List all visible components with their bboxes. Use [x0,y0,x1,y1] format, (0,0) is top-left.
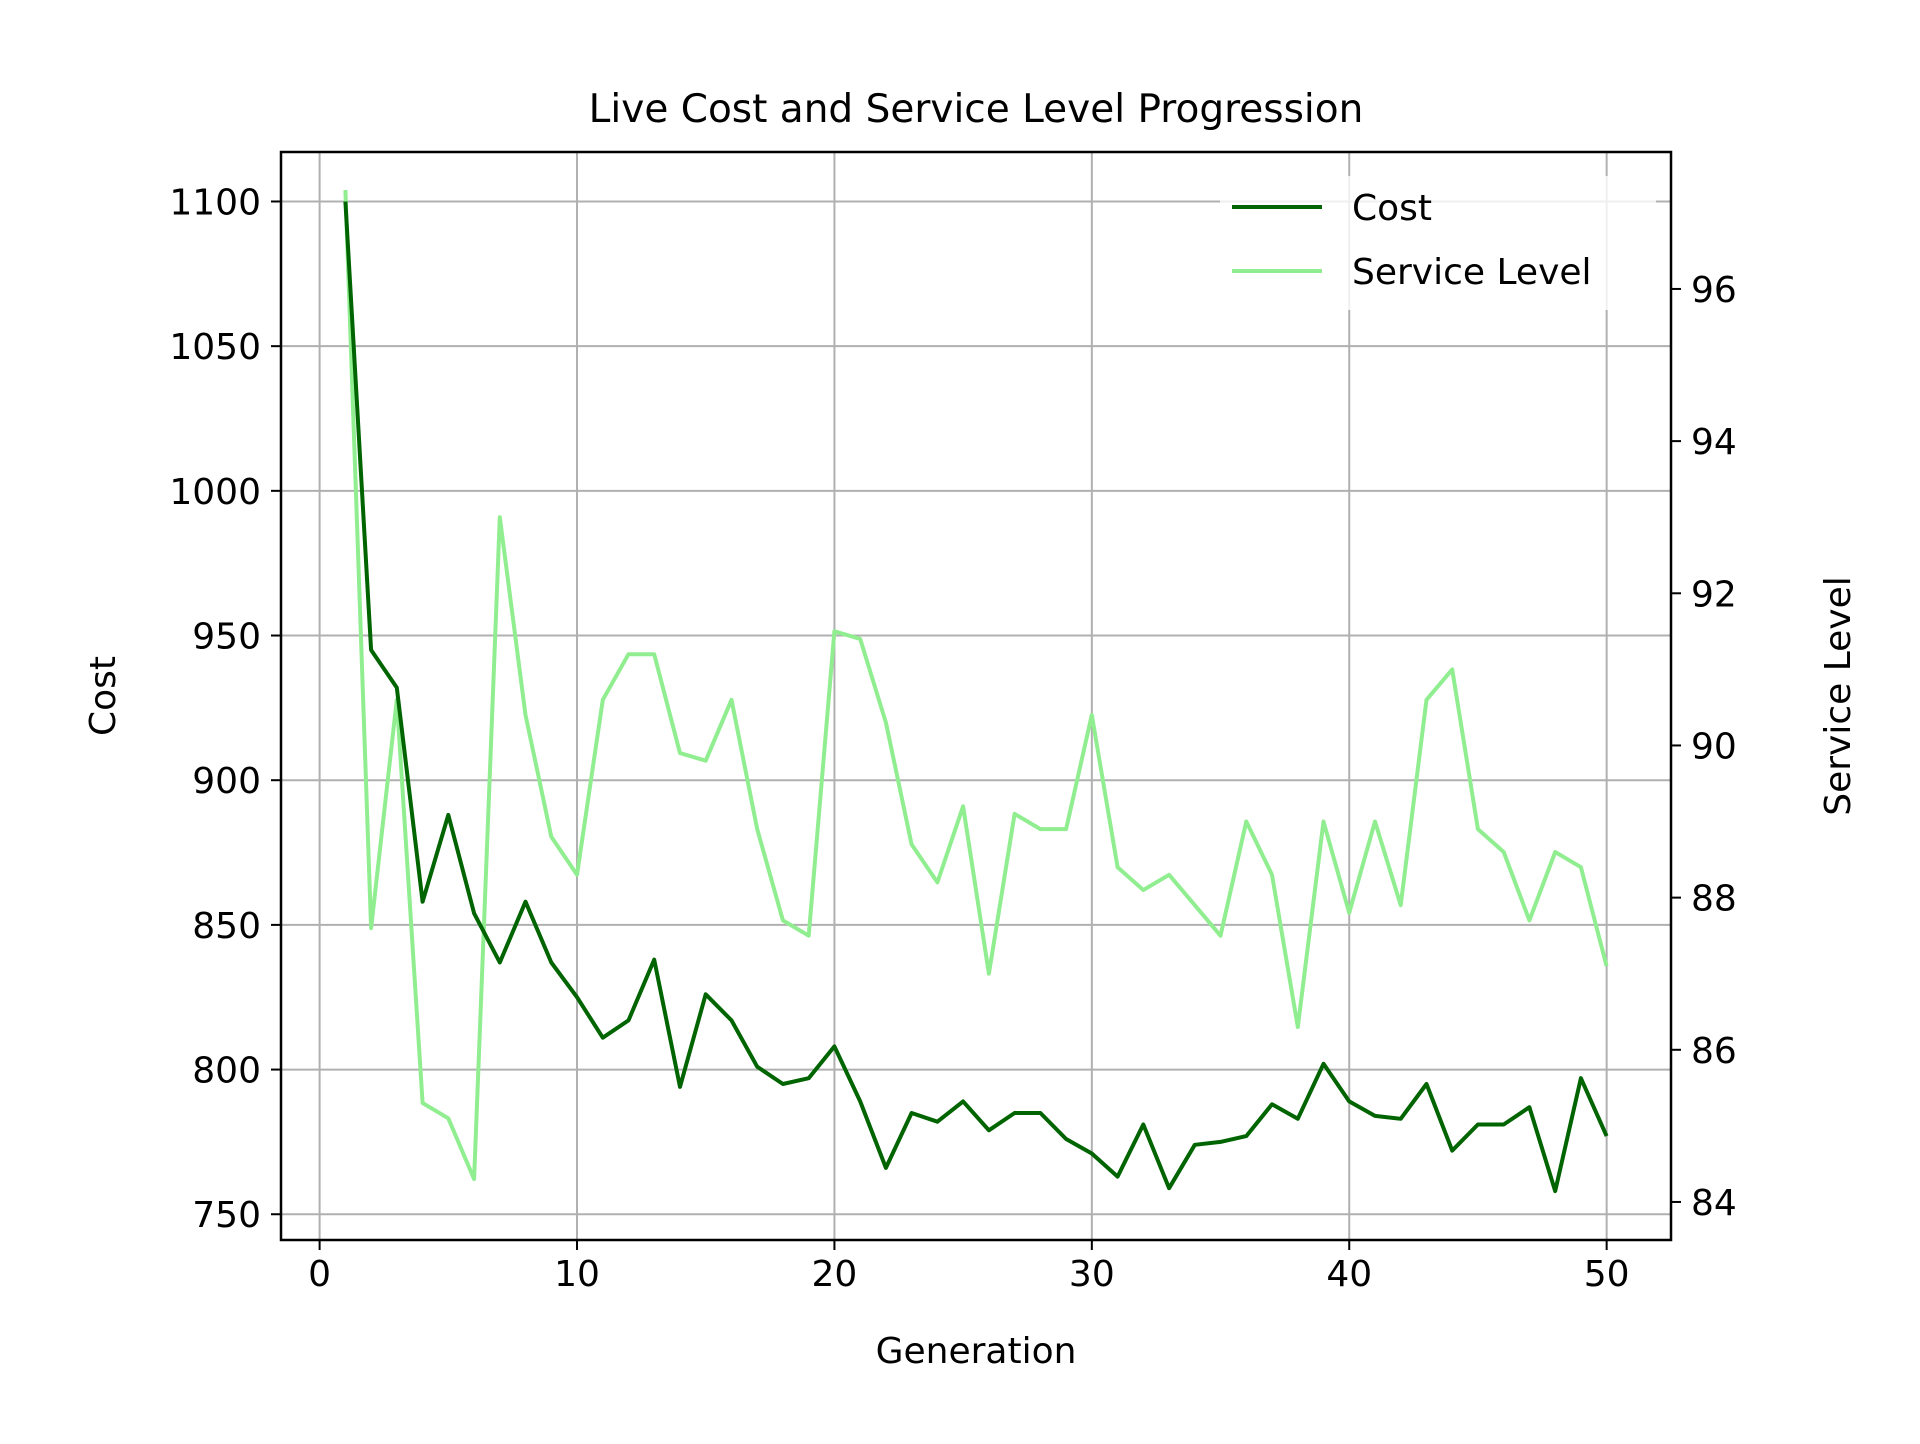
y-left-tick-label: 900 [192,761,261,802]
series-layer [343,189,1609,1194]
x-tick-label: 20 [812,1254,858,1295]
y-left-tick-label: 750 [192,1195,261,1236]
y-left-tick-label: 850 [192,906,261,947]
y-right-tick-label: 88 [1691,879,1737,920]
y-right-tick-label: 96 [1691,270,1737,311]
plot-frame [279,150,1673,1242]
grid-layer [281,152,1671,1240]
ticks-layer: 0 10 20 30 40 50 750 800 850 900 950 1000 1050 1100 84… [169,182,1736,1295]
series-line-cost [343,201,1609,1194]
y-right-tick-label: 86 [1691,1031,1737,1072]
x-tick-label: 10 [554,1254,600,1295]
legend: Cost Service Level [1220,176,1656,310]
legend-label-service-level: Service Level [1352,252,1592,293]
y-right-tick-label: 84 [1691,1183,1737,1224]
legend-label-cost: Cost [1352,188,1432,229]
y-left-tick-label: 1000 [169,472,261,513]
y-right-tick-label: 90 [1691,726,1737,767]
y-right-tick-label: 94 [1691,422,1737,463]
chart-title: Live Cost and Service Level Progression [589,87,1364,132]
y-left-tick-label: 800 [192,1051,261,1092]
y-left-tick-label: 950 [192,617,261,658]
y-axis-label-right: Service Level [1818,576,1859,816]
x-tick-label: 50 [1584,1254,1630,1295]
y-left-tick-label: 1050 [169,327,261,368]
x-axis-label: Generation [876,1331,1077,1372]
x-tick-label: 40 [1326,1254,1372,1295]
x-tick-label: 30 [1069,1254,1115,1295]
y-right-tick-label: 92 [1691,574,1737,615]
y-left-tick-label: 1100 [169,182,261,223]
legend-box [1220,176,1656,310]
series-line-service-level [343,189,1609,1182]
y-axis-label-left: Cost [83,656,124,736]
x-tick-label: 0 [308,1254,331,1295]
